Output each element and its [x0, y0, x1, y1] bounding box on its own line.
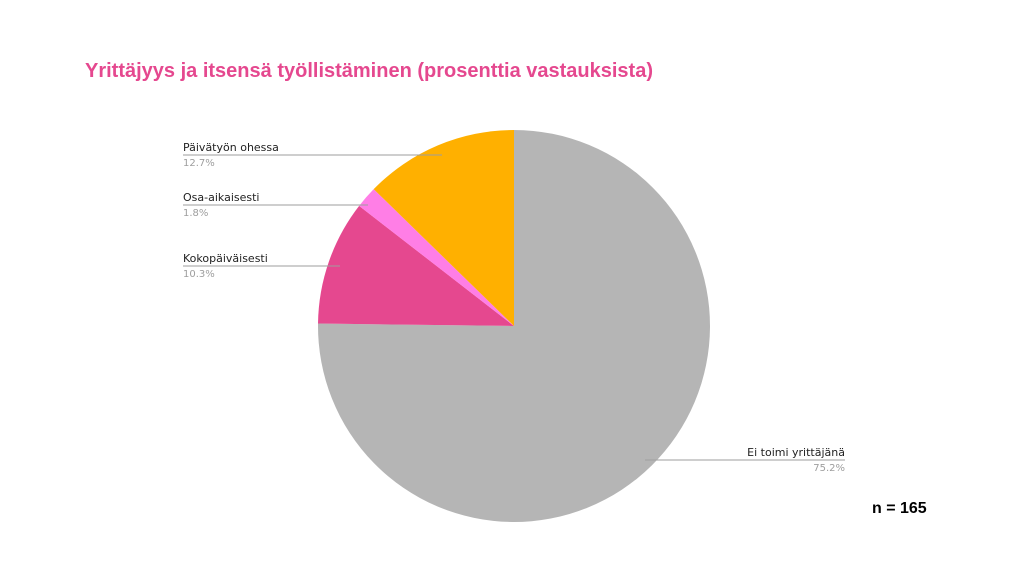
slice-value-ei-toimi-yrittajana: 75.2% — [813, 463, 845, 474]
slice-value-kokopaivaisesti: 10.3% — [183, 269, 215, 280]
sample-size-note: n = 165 — [872, 500, 927, 517]
pie-slice-osa-aikaisesti — [359, 189, 514, 326]
slice-label-ei-toimi-yrittajana: Ei toimi yrittäjänä — [747, 446, 845, 459]
slice-label-paivatyon-ohessa: Päivätyön ohessa — [183, 141, 279, 154]
pie-slice-kokopaivaisesti — [318, 205, 514, 326]
slice-value-osa-aikaisesti: 1.8% — [183, 208, 208, 219]
slice-label-kokopaivaisesti: Kokopäiväisesti — [183, 252, 268, 265]
slice-label-osa-aikaisesti: Osa-aikaisesti — [183, 191, 259, 204]
chart-title: Yrittäjyys ja itsensä työllistäminen (pr… — [85, 60, 653, 82]
slice-value-paivatyon-ohessa: 12.7% — [183, 158, 215, 169]
pie-slice-paivatyon-ohessa — [373, 130, 514, 326]
